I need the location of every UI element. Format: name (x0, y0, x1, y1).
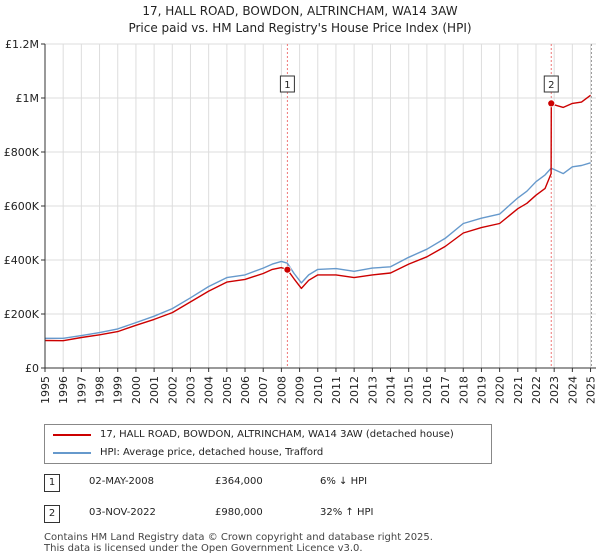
transaction-price: £364,000 (215, 476, 263, 487)
transaction-badge: 1 (44, 474, 60, 492)
x-tick-label: 1997 (75, 376, 88, 404)
x-tick-label: 2001 (148, 376, 161, 404)
x-tick-label: 2020 (494, 376, 507, 404)
transaction-hpi-change: 6% ↓ HPI (320, 476, 368, 487)
x-tick-label: 2024 (566, 376, 579, 404)
x-tick-label: 2025 (585, 376, 598, 404)
sale-point (547, 99, 556, 108)
series-line-hpi (45, 162, 591, 339)
legend-swatch-property (53, 434, 91, 436)
transaction-date: 03-NOV-2022 (89, 507, 156, 518)
legend-swatch-hpi (53, 452, 91, 454)
chart-title: 17, HALL ROAD, BOWDON, ALTRINCHAM, WA14 … (142, 4, 458, 18)
axes: £0 £200K £400K £600K £800K £1M £1.2M 1995 1996 19… (4, 38, 598, 404)
x-tick-label: 2023 (548, 376, 561, 404)
transaction-badge: 2 (44, 505, 60, 523)
x-tick-label: 2002 (166, 376, 179, 404)
sale-label: 1 (284, 80, 290, 91)
price-chart: £0 £200K £400K £600K £800K £1M £1.2M 1995 1996 19… (4, 38, 598, 404)
grid (44, 43, 596, 369)
y-tick-label: £200K (4, 308, 40, 321)
x-tick-label: 2011 (330, 376, 343, 404)
x-tick-label: 2019 (475, 376, 488, 404)
x-tick-label: 2006 (239, 376, 252, 404)
x-tick-label: 2003 (184, 376, 197, 404)
sale-point (283, 265, 292, 274)
x-tick-label: 2016 (421, 376, 434, 404)
x-tick-label: 2009 (294, 376, 307, 404)
sale-label-box (279, 75, 295, 93)
series-layer (44, 94, 591, 342)
chart-subtitle: Price paid vs. HM Land Registry's House … (128, 21, 472, 35)
sale-label: 2 (548, 80, 554, 91)
transaction-row: 2 03-NOV-2022 £980,000 32% ↑ HPI (44, 505, 404, 525)
y-tick-label: £400K (4, 254, 40, 267)
sale-marker-lines (286, 44, 592, 368)
x-tick-label: 1995 (39, 376, 52, 404)
x-tick-label: 2004 (203, 376, 216, 404)
legend-label-property: 17, HALL ROAD, BOWDON, ALTRINCHAM, WA14 … (100, 429, 454, 440)
y-tick-label: £800K (4, 146, 40, 159)
transaction-price: £980,000 (215, 507, 263, 518)
x-tick-label: 2018 (457, 376, 470, 404)
y-tick-label: £0 (25, 362, 39, 375)
x-tick-label: 2015 (403, 376, 416, 404)
x-tick-label: 2013 (366, 376, 379, 404)
x-tick-label: 2008 (275, 376, 288, 404)
transaction-hpi-change: 32% ↑ HPI (320, 507, 374, 518)
x-tick-label: 2022 (530, 376, 543, 404)
x-tick-label: 2005 (221, 376, 234, 404)
legend-label-hpi: HPI: Average price, detached house, Traf… (100, 447, 324, 458)
x-tick-label: 2007 (257, 376, 270, 404)
footer-license: This data is licensed under the Open Gov… (44, 543, 363, 554)
y-tick-label: £600K (4, 200, 40, 213)
transaction-date: 02-MAY-2008 (89, 476, 155, 487)
series-line-property (44, 94, 591, 342)
x-tick-label: 2017 (439, 376, 452, 404)
x-tick-label: 1996 (57, 376, 70, 404)
sale-label-box (543, 75, 559, 93)
y-tick-label: £1.2M (5, 38, 39, 51)
x-tick-label: 2021 (512, 376, 525, 404)
x-tick-label: 2014 (385, 376, 398, 404)
y-tick-label: £1M (16, 92, 40, 105)
footer-copyright: Contains HM Land Registry data © Crown c… (44, 532, 433, 543)
x-tick-label: 2010 (312, 376, 325, 404)
x-tick-label: 2012 (348, 376, 361, 404)
x-tick-label: 1998 (94, 376, 107, 404)
legend: 17, HALL ROAD, BOWDON, ALTRINCHAM, WA14 … (44, 424, 492, 464)
x-tick-label: 2000 (130, 376, 143, 404)
x-tick-label: 1999 (112, 376, 125, 404)
transaction-row: 1 02-MAY-2008 £364,000 6% ↓ HPI (44, 474, 404, 494)
